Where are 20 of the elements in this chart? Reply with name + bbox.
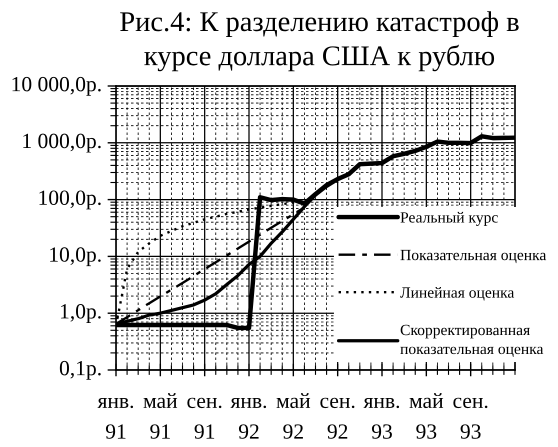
legend-label: Скорректированная показательная оценка <box>400 324 544 358</box>
y-tick-label: 0,1р. <box>60 360 101 380</box>
legend-label: Линейная оценка <box>400 286 514 301</box>
x-tick-label: сен. 92 <box>320 398 354 439</box>
x-tick-label: сен. 93 <box>453 398 488 439</box>
y-tick-label: 1,0р. <box>60 304 101 323</box>
x-tick-label: май 93 <box>410 393 444 439</box>
y-tick-label: 1 000,0р. <box>23 134 101 153</box>
x-tick-label: май 92 <box>276 393 310 439</box>
x-tick-label: май 91 <box>144 393 178 439</box>
x-tick-label: сен. 91 <box>187 398 222 439</box>
legend-label: Показательная оценка <box>400 250 546 264</box>
x-tick-label: янв. 92 <box>230 398 266 439</box>
y-tick-label: 10 000,0р. <box>12 76 101 96</box>
chart-title: Рис.4: К разделению катастроф в курсе доллара США к рублю <box>120 11 519 72</box>
legend-label: Реальный курс <box>400 212 498 226</box>
y-tick-label: 100,0р. <box>39 190 101 210</box>
y-tick-label: 10,0р. <box>50 247 101 266</box>
x-tick-label: янв. 93 <box>364 398 400 439</box>
x-tick-label: янв. 91 <box>98 398 134 439</box>
